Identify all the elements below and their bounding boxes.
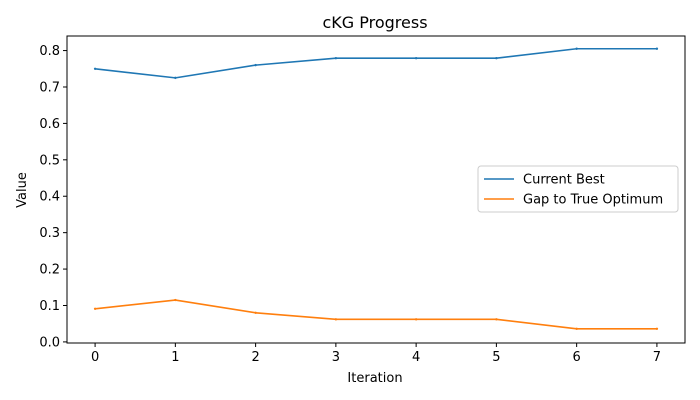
y-tick-label: 0.4 [39,190,60,205]
legend-box [477,165,679,213]
legend-label-2: Gap to True Optimum [523,193,663,208]
x-axis-label: Iteration [347,371,402,386]
series-1-point [174,76,177,80]
x-tick-label: 6 [573,350,581,365]
series-2-point [334,318,338,321]
series-1-point [93,67,97,70]
series-line-1 [94,47,657,79]
series-1-point [414,57,418,60]
series-2-point [575,327,578,330]
plot-frame [66,35,686,344]
chart-title: cKG Progress [322,13,427,32]
series-2-point [655,327,659,330]
x-tick-label: 7 [653,350,661,365]
series-layer [93,47,659,330]
x-tick-label: 4 [412,350,420,365]
series-2-point [414,318,418,321]
y-axis-label: Value [15,172,30,208]
series-2-point [254,311,257,314]
y-tick-label: 0.2 [39,263,60,278]
y-tick-label: 0.6 [39,117,60,132]
series-1-point [655,47,659,50]
y-tick-label: 0.0 [39,335,60,350]
plot-area [66,35,686,344]
y-tick-label: 0.5 [39,153,60,168]
series-1-point [575,47,578,50]
y-axis: 0.0 0.1 0.2 0.3 0.4 0.5 0.6 0.7 0.8 [39,44,67,350]
series-2-point [93,307,97,310]
legend: Current Best Gap to True Optimum [477,165,679,213]
series-1-point [254,63,257,67]
series-1-point [495,57,498,60]
series-2-point [174,298,177,302]
series-2-point [495,318,498,321]
y-tick-label: 0.8 [39,44,60,59]
legend-label-1: Current Best [523,173,605,188]
x-tick-label: 2 [251,350,259,365]
x-tick-label: 5 [492,350,500,365]
y-tick-label: 0.7 [39,80,60,95]
series-line-2 [95,299,657,330]
y-tick-label: 0.3 [39,226,60,241]
series-1-point [334,57,338,60]
y-tick-label: 0.1 [39,299,60,314]
x-tick-label: 0 [91,350,99,365]
x-axis: 0 1 2 3 4 5 6 7 [91,343,661,365]
x-tick-label: 1 [171,350,179,365]
x-tick-label: 3 [332,350,340,365]
